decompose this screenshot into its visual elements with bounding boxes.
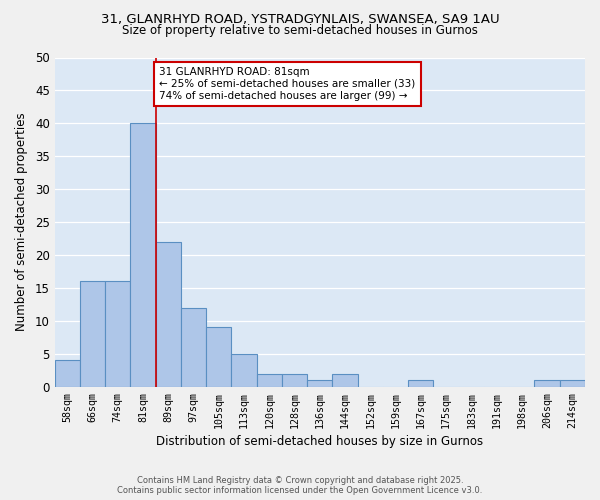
Bar [130,124,155,386]
Bar [80,282,105,387]
Bar [155,242,181,386]
Bar [206,328,232,386]
Text: Size of property relative to semi-detached houses in Gurnos: Size of property relative to semi-detach… [122,24,478,37]
Bar [535,380,560,386]
Bar [181,308,206,386]
Bar [307,380,332,386]
Bar [105,282,130,387]
Bar [232,354,257,386]
Bar [55,360,80,386]
X-axis label: Distribution of semi-detached houses by size in Gurnos: Distribution of semi-detached houses by … [156,434,484,448]
Bar [282,374,307,386]
Bar [257,374,282,386]
Bar [560,380,585,386]
Bar [408,380,433,386]
Y-axis label: Number of semi-detached properties: Number of semi-detached properties [15,113,28,332]
Text: 31, GLANRHYD ROAD, YSTRADGYNLAIS, SWANSEA, SA9 1AU: 31, GLANRHYD ROAD, YSTRADGYNLAIS, SWANSE… [101,12,499,26]
Bar [332,374,358,386]
Text: 31 GLANRHYD ROAD: 81sqm
← 25% of semi-detached houses are smaller (33)
74% of se: 31 GLANRHYD ROAD: 81sqm ← 25% of semi-de… [160,68,416,100]
Text: Contains HM Land Registry data © Crown copyright and database right 2025.
Contai: Contains HM Land Registry data © Crown c… [118,476,482,495]
